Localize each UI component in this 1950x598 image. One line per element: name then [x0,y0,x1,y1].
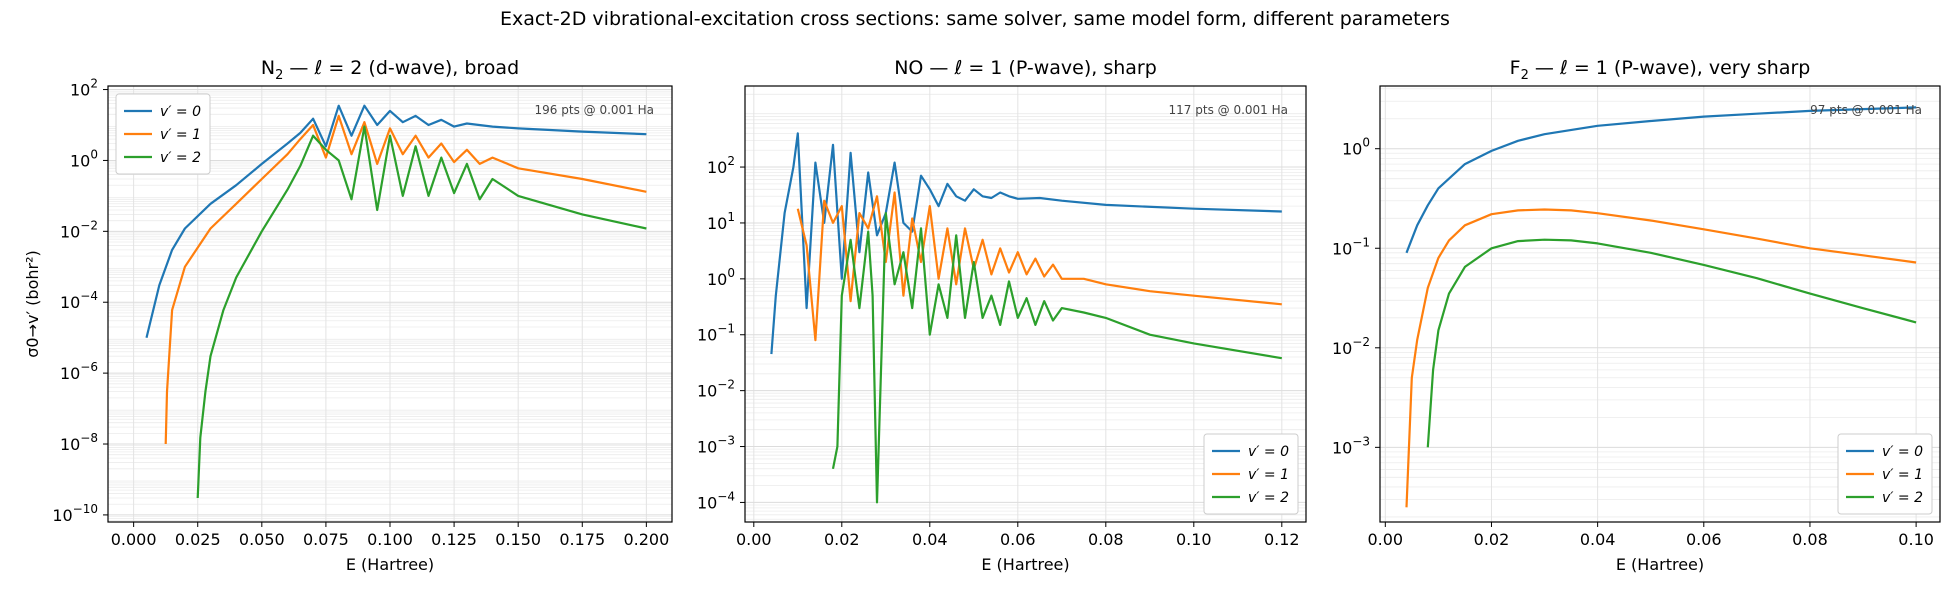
x-tick-label: 0.10 [1176,530,1212,549]
legend-label-v0: v′ = 0 [1882,444,1923,460]
series-line-v0 [145,104,647,338]
x-tick-label: 0.04 [912,530,948,549]
y-axis-label: σ0→v′ (bohr²) [23,250,42,357]
x-tick-label: 0.02 [824,530,860,549]
x-axis-label: E (Hartree) [1616,555,1704,574]
series-line-v2 [196,125,647,499]
plot-frame [107,85,673,523]
panel-title: NO — ℓ = 1 (P-wave), sharp [894,57,1157,79]
y-tick-label: 10−3 [697,434,735,457]
x-tick-label: 0.000 [111,530,157,549]
x-tick-label: 0.075 [303,530,349,549]
x-tick-label: 0.150 [495,530,541,549]
legend-label-v2: v′ = 2 [160,150,201,166]
y-tick-label: 10−1 [697,322,735,345]
legend-label-v0: v′ = 0 [160,104,201,120]
y-tick-label: 10−2 [1332,335,1370,358]
x-axis-label: E (Hartree) [981,555,1069,574]
legend-label-v2: v′ = 2 [1882,490,1923,506]
legend-label-v2: v′ = 2 [1248,490,1289,506]
series-line-v1 [164,114,647,445]
x-tick-label: 0.08 [1088,530,1124,549]
legend-box [115,93,211,175]
x-tick-label: 0.200 [623,530,669,549]
legend: v′ = 0 v′ = 1 v′ = 2 [1203,433,1299,515]
points-annotation: 196 pts @ 0.001 Ha [535,103,654,117]
y-tick-label: 101 [707,210,735,233]
x-tick-label: 0.175 [559,530,605,549]
panel-title: N2 — ℓ = 2 (d-wave), broad [261,57,519,83]
legend-box [1837,433,1933,515]
x-tick-label: 0.04 [1580,530,1616,549]
y-tick-label: 100 [1342,136,1370,159]
series-line-v1 [796,191,1282,342]
figure-suptitle: Exact-2D vibrational-excitation cross se… [500,8,1450,30]
x-tick-label: 0.02 [1474,530,1510,549]
legend-label-v0: v′ = 0 [1248,444,1289,460]
x-tick-label: 0.025 [175,530,221,549]
x-tick-label: 0.06 [1000,530,1036,549]
series-line-v0 [770,132,1282,355]
x-tick-label: 0.00 [736,530,772,549]
series-line-v0 [1405,106,1917,254]
points-annotation: 97 pts @ 0.001 Ha [1810,103,1922,117]
panel-3: 0.00 0.02 0.04 0.06 0.08 0.10 100 10−1 10−2 10−3 F… [1332,57,1941,574]
panel-2: 0.00 0.02 0.04 0.06 0.08 0.10 0.12 102 101 100 10−… [697,57,1307,574]
x-tick-label: 0.050 [239,530,285,549]
x-axis-label: E (Hartree) [346,555,434,574]
legend: v′ = 0 v′ = 1 v′ = 2 [115,93,211,175]
y-tick-label: 100 [70,147,98,170]
y-tick-label: 102 [70,77,98,100]
panel-1: 0.000 0.025 0.050 0.075 0.100 0.125 0.150 0.175… [23,57,673,574]
y-tick-label: 10−3 [1332,434,1370,457]
legend-box [1203,433,1299,515]
y-tick-label: 10−2 [60,218,98,241]
points-annotation: 117 pts @ 0.001 Ha [1169,103,1288,117]
y-tick-label: 10−6 [60,360,98,383]
y-tick-label: 100 [707,266,735,289]
y-tick-label: 10−4 [697,489,735,512]
legend-label-v1: v′ = 1 [160,127,201,143]
legend-label-v1: v′ = 1 [1248,467,1289,483]
x-tick-label: 0.10 [1898,530,1934,549]
x-tick-label: 0.00 [1367,530,1403,549]
y-tick-label: 10−1 [1332,235,1370,258]
legend-label-v1: v′ = 1 [1882,467,1923,483]
series-line-v2 [1426,238,1917,448]
y-tick-label: 10−8 [60,431,98,454]
y-tick-label: 10−4 [60,289,98,312]
legend: v′ = 0 v′ = 1 v′ = 2 [1837,433,1933,515]
plot-frame [1379,85,1941,523]
y-tick-label: 102 [707,154,735,177]
x-tick-label: 0.06 [1686,530,1722,549]
y-tick-label: 10−10 [52,502,98,525]
y-tick-label: 10−2 [697,378,735,401]
x-tick-label: 0.12 [1264,530,1300,549]
panel-title: F2 — ℓ = 1 (P-wave), very sharp [1510,57,1811,83]
x-tick-label: 0.100 [367,530,413,549]
grid [745,86,1306,522]
x-tick-label: 0.125 [431,530,477,549]
x-tick-label: 0.08 [1792,530,1828,549]
series-line-v1 [1405,208,1917,508]
plot-frame [744,85,1307,523]
series-line-v2 [831,212,1282,504]
